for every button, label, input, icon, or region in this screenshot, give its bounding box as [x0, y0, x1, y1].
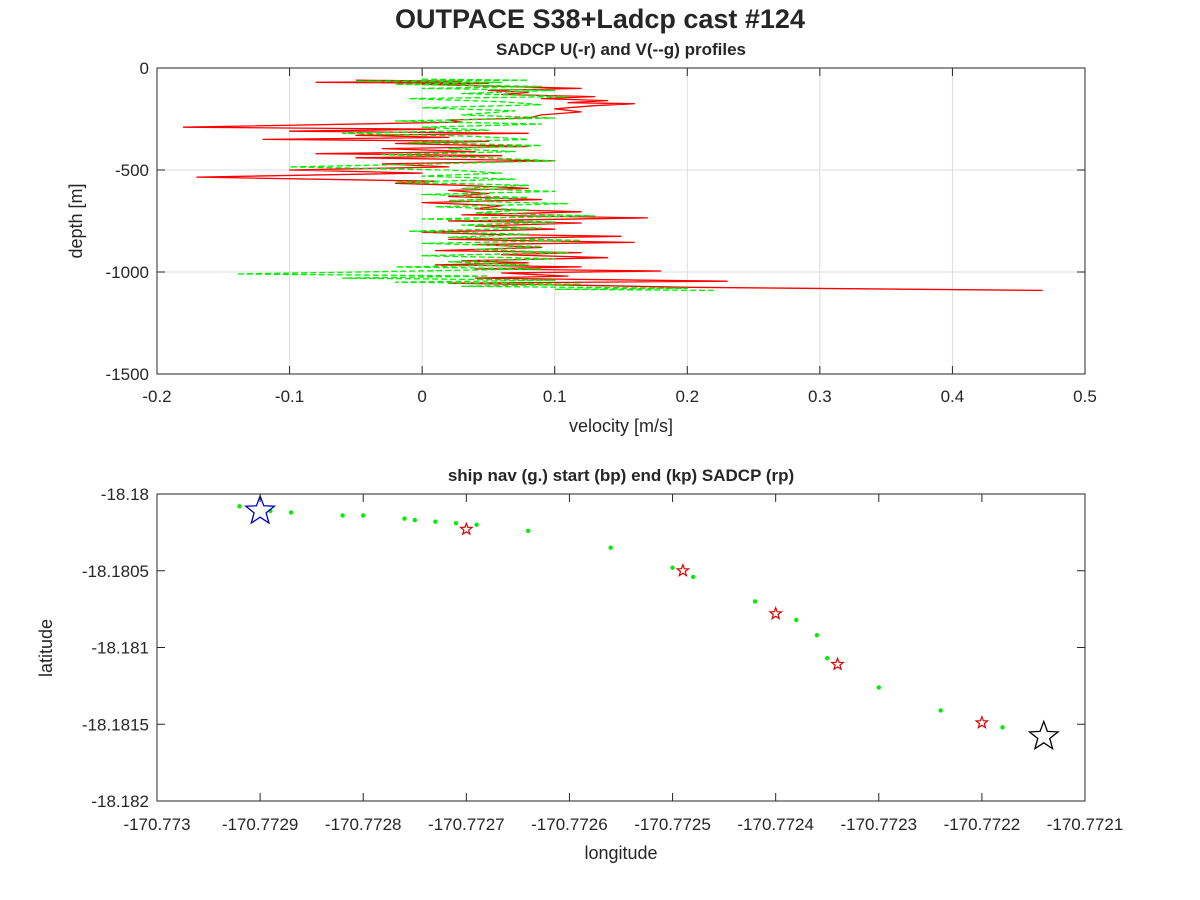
nav-x-tick-label: -170.7722 [944, 815, 1021, 834]
nav-xlabel: longitude [584, 843, 657, 863]
nav-x-tick-label: -170.7724 [737, 815, 814, 834]
nav-y-tick-label: -18.18 [101, 485, 149, 504]
nav-x-tick-label: -170.7721 [1047, 815, 1124, 834]
nav-ylabel: latitude [36, 619, 56, 677]
profile-x-tick-label: 0 [417, 387, 426, 406]
v-velocity-line [235, 78, 714, 292]
figure-suptitle: OUTPACE S38+Ladcp cast #124 [395, 4, 805, 34]
velocity-profile-axes: SADCP U(-r) and V(--g) profiles -0.2 -0.1… [66, 40, 1097, 436]
nav-x-tick-label: -170.7729 [222, 815, 299, 834]
nav-x-tick-label: -170.7727 [428, 815, 505, 834]
end-star-marker [1027, 719, 1060, 751]
profile-x-tick-label: 0.3 [808, 387, 832, 406]
ship-nav-point [825, 656, 830, 661]
nav-x-tick-label: -170.7728 [325, 815, 402, 834]
nav-x-tick-label: -170.773 [123, 815, 190, 834]
start-star-marker [244, 494, 277, 525]
ship-nav-axes: ship nav (g.) start (bp) end (kp) SADCP … [36, 466, 1123, 863]
ship-nav-point [526, 528, 531, 534]
ship-nav-point [402, 516, 407, 521]
ship-nav-point [474, 522, 479, 527]
sadcp-star-marker [675, 563, 691, 577]
profile-x-tick-label: -0.1 [275, 387, 304, 406]
nav-series [237, 494, 1060, 751]
ship-nav-point [814, 633, 820, 638]
ship-nav-point [412, 517, 417, 523]
sadcp-star-marker [830, 656, 845, 671]
profile-x-tick-label: 0.1 [543, 387, 567, 406]
ship-nav-point [876, 685, 881, 690]
nav-axes-box [156, 493, 1086, 802]
ship-nav-point [794, 617, 799, 623]
profile-ylabel: depth [m] [66, 183, 86, 258]
profile-y-tick-label: -500 [115, 161, 149, 180]
nav-y-tick-label: -18.1805 [82, 562, 149, 581]
nav-y-tick-label: -18.182 [91, 792, 149, 811]
ship-nav-point [1000, 725, 1005, 730]
profile-title: SADCP U(-r) and V(--g) profiles [496, 40, 746, 59]
nav-x-tick-label: -170.7723 [840, 815, 917, 834]
sadcp-star-marker [768, 606, 783, 620]
nav-y-tick-label: -18.1815 [82, 715, 149, 734]
ship-nav-point [361, 513, 366, 518]
nav-y-tick-label: -18.181 [91, 639, 149, 658]
profile-gridlines [156, 67, 1086, 375]
ship-nav-point [453, 520, 459, 526]
profile-y-tick-label: -1000 [106, 263, 149, 282]
nav-title: ship nav (g.) start (bp) end (kp) SADCP … [448, 466, 794, 485]
ship-nav-point [752, 599, 758, 604]
nav-x-tick-label: -170.7726 [531, 815, 608, 834]
profile-y-tick-label: 0 [140, 59, 149, 78]
profile-y-tick-label: -1500 [106, 365, 149, 384]
profile-x-tick-label: -0.2 [142, 387, 171, 406]
profile-xlabel: velocity [m/s] [569, 416, 673, 436]
ship-nav-point [608, 545, 613, 550]
sadcp-star-marker [458, 521, 474, 536]
profile-x-tick-label: 0.2 [675, 387, 699, 406]
sadcp-star-marker [974, 715, 990, 729]
ship-nav-point [938, 708, 943, 713]
ship-nav-point [340, 513, 345, 518]
ship-nav-point [690, 574, 696, 580]
profile-axes-box [156, 67, 1086, 375]
profile-ticks: -0.2 -0.1 0 0.1 0.2 0.3 0.4 0.5 -1500 -1000 -500 0 [106, 59, 1097, 406]
u-velocity-line [182, 79, 1043, 292]
profile-series [182, 78, 1043, 292]
ship-nav-point [433, 519, 438, 524]
nav-x-tick-label: -170.7725 [634, 815, 711, 834]
ship-nav-point [670, 565, 675, 570]
profile-x-tick-label: 0.5 [1073, 387, 1097, 406]
ship-nav-point [288, 510, 294, 515]
ship-nav-point [237, 504, 242, 509]
nav-ticks: -170.773 -170.7729 -170.7728 -170.7727 -170.… [82, 485, 1123, 834]
profile-x-tick-label: 0.4 [941, 387, 965, 406]
